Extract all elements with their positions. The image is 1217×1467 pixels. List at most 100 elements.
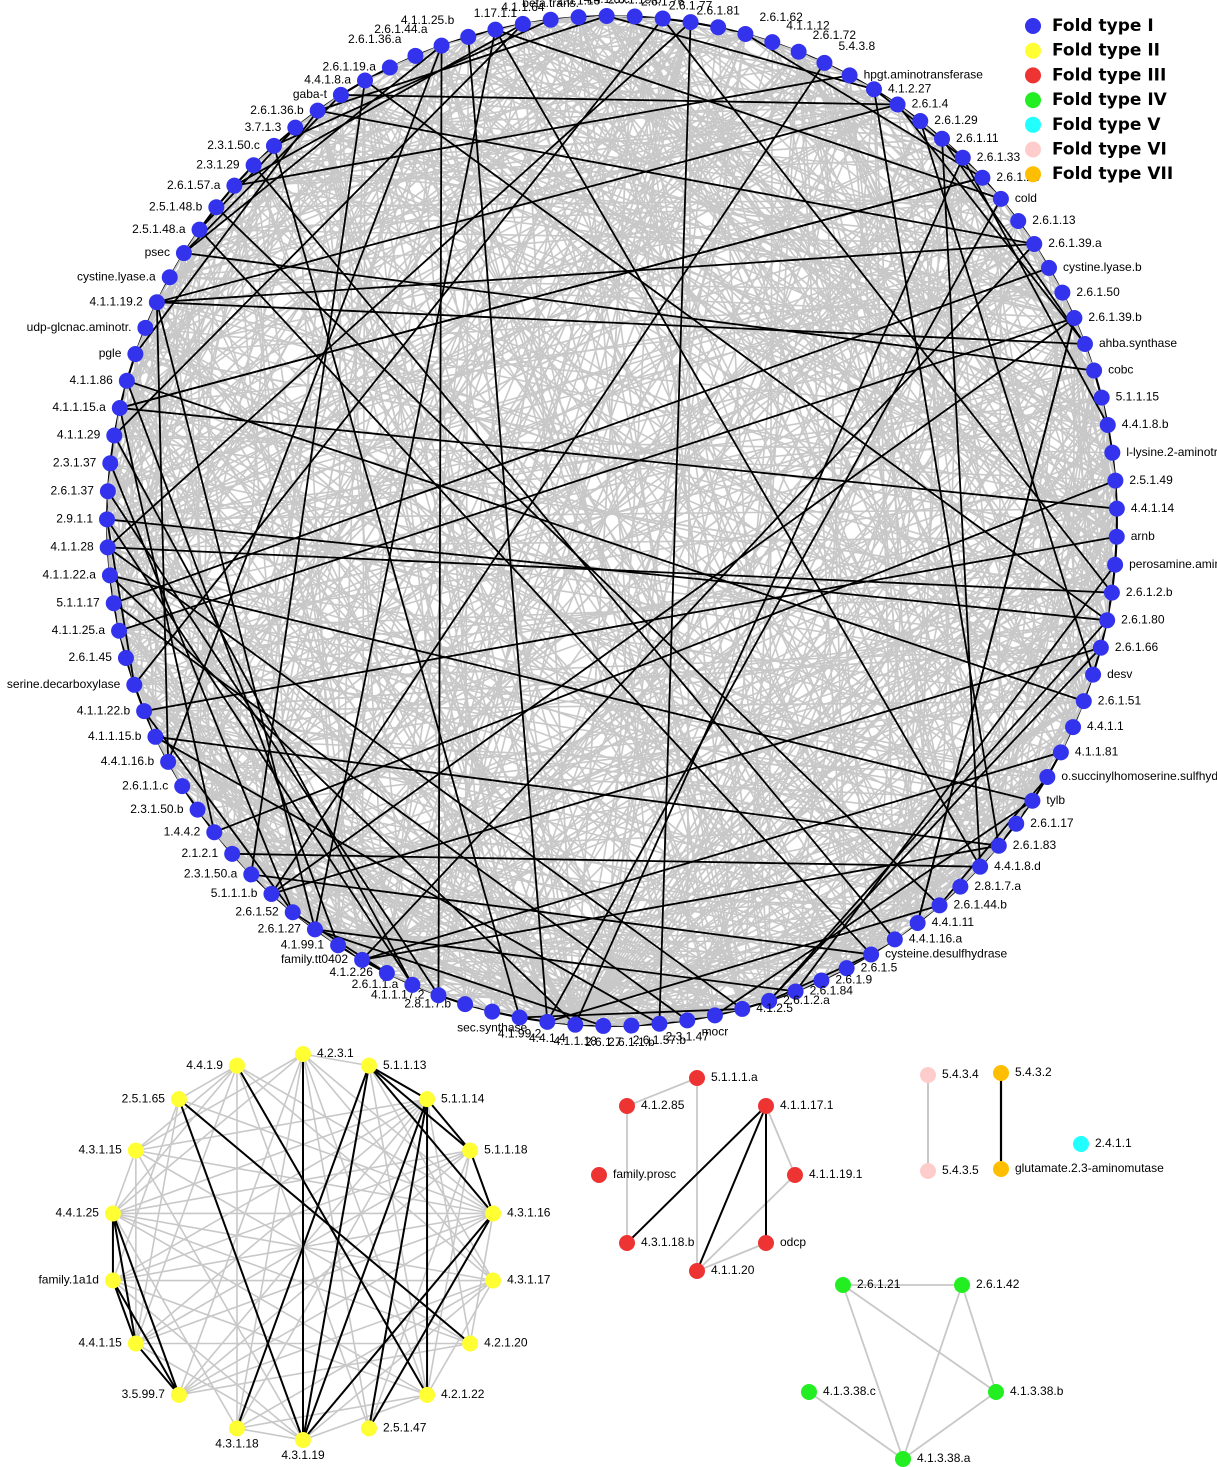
node-circle: [598, 8, 615, 25]
gray-edge: [797, 51, 1000, 846]
node-label: 5.1.1.13: [383, 1058, 427, 1072]
gray-edge: [1073, 317, 1118, 537]
gray-edge: [135, 1342, 304, 1441]
gray-edge: [119, 407, 940, 907]
node-fold2: 4.3.1.18: [215, 1420, 259, 1451]
node-fold2: family.1a1d: [38, 1272, 121, 1289]
node-fold1: 4.1.1.15.a: [52, 399, 128, 416]
gray-edge: [696, 1174, 796, 1272]
node-circle: [952, 878, 969, 895]
node-label: hpgt.aminotransferase: [864, 68, 984, 82]
node-circle: [993, 1065, 1009, 1081]
node-fold3: 4.3.1.18.b: [619, 1235, 695, 1251]
gray-edge: [842, 1284, 904, 1460]
gray-edge: [820, 845, 1000, 982]
gray-edge: [633, 16, 1000, 847]
black-edge: [714, 800, 1033, 1017]
black-edge: [143, 535, 1117, 712]
node-label: 2.6.1.13: [1032, 213, 1076, 227]
black-edge: [270, 62, 826, 895]
node-fold1: 2.6.1.83: [990, 837, 1056, 854]
gray-edge: [574, 138, 943, 1025]
node-fold1: 2.6.1.80: [1099, 612, 1165, 629]
gray-edge: [314, 928, 576, 1026]
gray-edge: [178, 1064, 238, 1100]
black-edge: [233, 23, 524, 187]
node-label: 2.6.1.5: [861, 960, 898, 974]
node-label: 4.1.1.19.2: [89, 294, 143, 308]
legend-swatch: [1025, 141, 1041, 158]
gray-edge: [574, 267, 1050, 1026]
node-circle: [567, 1016, 584, 1033]
node-label: 4.4.1.15: [78, 1336, 122, 1350]
node-label: gaba-t: [293, 87, 328, 101]
node-label: cold: [1015, 191, 1037, 205]
legend-label: Fold type VI: [1052, 140, 1167, 160]
node-label: 5.1.1.1.a: [711, 1070, 758, 1084]
node-circle: [206, 824, 223, 841]
node-label: 2.3.1.50.a: [184, 867, 238, 881]
node-circle: [992, 190, 1009, 207]
gray-edge: [231, 853, 716, 1017]
legend-item: Fold type VII: [1025, 164, 1173, 184]
black-edge: [107, 546, 743, 1010]
node-circle: [175, 245, 192, 262]
gray-edge: [106, 518, 1101, 649]
node-circle: [1085, 666, 1102, 683]
node-circle: [679, 1012, 696, 1029]
node-label: 4.1.1.25.b: [401, 13, 455, 27]
node-label: family.prosc: [613, 1167, 676, 1181]
black-edge: [364, 79, 1108, 622]
node-fold3: 4.1.1.17.1: [758, 1098, 834, 1114]
gray-edge: [112, 1053, 304, 1215]
black-edge: [696, 1105, 767, 1272]
node-fold1: 2.6.1.2.b: [1103, 584, 1173, 601]
node-circle: [1052, 744, 1069, 761]
gray-edge: [107, 16, 580, 492]
node-circle: [245, 157, 262, 174]
legend-label: Fold type V: [1052, 115, 1161, 135]
gray-edge: [295, 126, 1109, 426]
node-label: 4.1.1.22.b: [77, 703, 131, 717]
legend-item: Fold type VI: [1025, 140, 1167, 160]
node-fold1: 4.1.1.28: [50, 539, 116, 556]
black-edge: [119, 176, 983, 409]
node-fold2: 5.1.1.18: [462, 1142, 528, 1159]
node-circle: [148, 294, 165, 311]
black-edge: [252, 164, 896, 940]
node-fold1: 5.1.1.15: [1093, 389, 1159, 406]
gray-edge: [250, 177, 983, 875]
legend-label: Fold type VII: [1052, 164, 1173, 184]
node-label: 2.6.1.77: [669, 0, 713, 12]
legend-swatch: [1025, 92, 1041, 109]
node-fold1: ahba.synthase: [1076, 335, 1177, 352]
node-fold2: 4.3.1.16: [485, 1205, 551, 1222]
node-circle: [170, 1386, 187, 1403]
node-label: 2.6.1.57.b: [633, 1033, 687, 1047]
gray-edge: [361, 292, 1063, 961]
node-fold4: 2.6.1.21: [835, 1277, 901, 1293]
node-circle: [407, 47, 424, 64]
black-edge: [134, 110, 319, 355]
node-circle: [591, 1167, 607, 1183]
node-circle: [1107, 472, 1124, 489]
node-circle: [920, 1163, 936, 1179]
black-edge: [135, 1342, 180, 1396]
node-fold2: 2.5.1.65: [122, 1091, 187, 1108]
node-label: 2.6.1.9: [835, 973, 872, 987]
legend-item: Fold type I: [1025, 16, 1154, 36]
black-edge: [368, 1064, 494, 1215]
node-fold1: 2.6.1.1.b: [608, 1017, 655, 1049]
gray-edge: [362, 904, 940, 961]
node-circle: [1026, 236, 1043, 253]
node-fold1: 4.4.1.11: [909, 915, 974, 932]
node-circle: [106, 427, 123, 444]
node-label: 2.3.1.50.b: [130, 802, 184, 816]
node-fold1: 2.6.1.72: [790, 28, 856, 60]
node-label: 4.1.1.28: [50, 540, 94, 554]
node-fold1: desv: [1085, 666, 1132, 683]
gray-edge: [574, 343, 1086, 1026]
node-fold1: perosamine.aminotr.: [1107, 556, 1217, 573]
node-label: sec.synthase: [457, 1021, 527, 1035]
gray-edge: [113, 19, 552, 437]
